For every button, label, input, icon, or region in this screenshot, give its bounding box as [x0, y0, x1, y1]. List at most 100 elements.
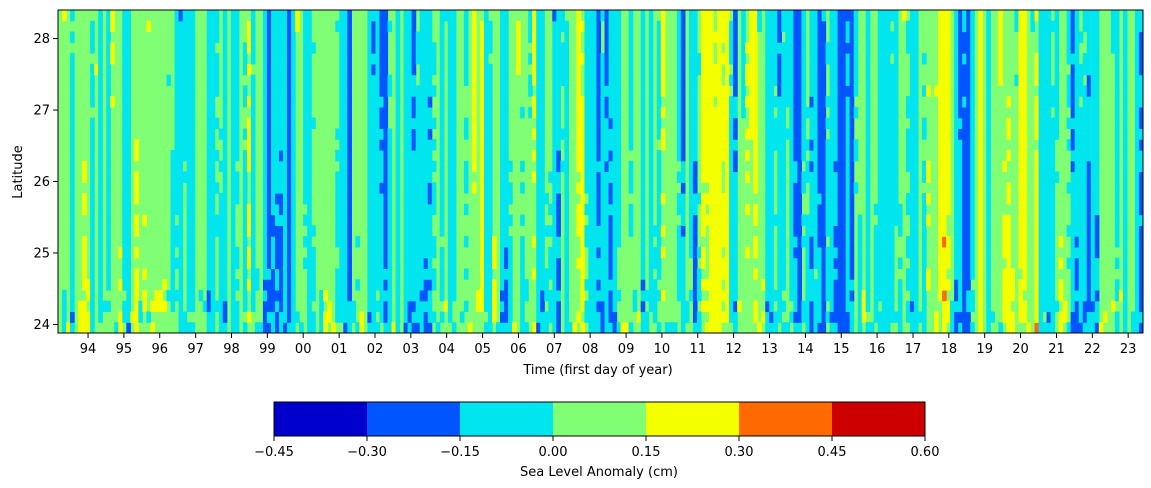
colorbar-segment	[832, 402, 925, 436]
heatmap-cell	[713, 117, 718, 130]
heatmap-cell	[942, 149, 947, 162]
heatmap-cell	[540, 106, 545, 119]
heatmap-cell	[837, 31, 843, 43]
heatmap-cell	[612, 236, 618, 248]
heatmap-cell	[431, 311, 437, 323]
heatmap-cell	[1114, 257, 1120, 269]
heatmap-cell	[419, 311, 425, 323]
heatmap-cell	[958, 225, 963, 237]
heatmap-cell	[307, 171, 312, 183]
heatmap-cell	[1038, 139, 1044, 151]
heatmap-cell	[813, 322, 819, 333]
heatmap-cell	[966, 257, 971, 269]
heatmap-cell	[865, 139, 871, 151]
heatmap-cell	[411, 10, 417, 22]
heatmap-cell	[713, 246, 718, 259]
heatmap-cell	[419, 117, 425, 130]
heatmap-cell	[596, 106, 602, 119]
heatmap-cell	[283, 257, 288, 269]
heatmap-cell	[90, 246, 95, 259]
heatmap-cell	[789, 42, 794, 54]
heatmap-cell	[471, 31, 477, 43]
heatmap-cell	[717, 96, 722, 108]
heatmap-cell	[335, 193, 340, 205]
heatmap-cell	[709, 20, 714, 33]
heatmap-cell	[1138, 300, 1143, 313]
heatmap-cell	[797, 203, 803, 216]
heatmap-cell	[789, 236, 794, 248]
heatmap-cell	[616, 149, 622, 162]
heatmap-cell	[291, 139, 296, 151]
heatmap-cell	[962, 225, 967, 237]
heatmap-cell	[407, 96, 413, 108]
heatmap-cell	[877, 182, 883, 194]
heatmap-cell	[729, 160, 734, 173]
heatmap-cell	[1006, 214, 1011, 226]
heatmap-cell	[1070, 42, 1076, 54]
heatmap-cell	[913, 160, 919, 173]
heatmap-cell	[938, 171, 943, 183]
heatmap-cell	[733, 74, 738, 86]
heatmap-cell	[552, 279, 557, 291]
heatmap-cell	[680, 42, 686, 54]
heatmap-cell	[656, 322, 662, 333]
heatmap-cell	[741, 74, 746, 86]
heatmap-cell	[958, 257, 963, 269]
heatmap-cell	[765, 203, 770, 216]
heatmap-cell	[692, 257, 698, 269]
heatmap-cell	[733, 149, 738, 162]
heatmap-cell	[307, 257, 312, 269]
heatmap-cell	[721, 225, 726, 237]
heatmap-cell	[250, 74, 256, 86]
heatmap-cell	[865, 128, 871, 140]
heatmap-cell	[576, 160, 582, 173]
heatmap-cell	[500, 289, 505, 302]
heatmap-cell	[700, 74, 706, 86]
heatmap-cell	[483, 257, 489, 269]
heatmap-cell	[222, 300, 228, 313]
heatmap-cell	[821, 96, 827, 108]
heatmap-cell	[769, 96, 774, 108]
heatmap-cell	[1058, 289, 1064, 302]
heatmap-cell	[616, 53, 622, 65]
heatmap-cell	[359, 311, 365, 323]
heatmap-cell	[857, 289, 863, 302]
heatmap-cell	[343, 10, 348, 22]
heatmap-cell	[339, 300, 344, 313]
heatmap-cell	[837, 182, 843, 194]
heatmap-cell	[487, 257, 493, 269]
heatmap-cell	[552, 246, 557, 259]
heatmap-cell	[419, 203, 425, 216]
heatmap-cell	[741, 42, 746, 54]
heatmap-cell	[230, 257, 236, 269]
heatmap-cell	[279, 96, 284, 108]
heatmap-cell	[190, 139, 196, 151]
heatmap-cell	[1018, 300, 1024, 313]
heatmap-cell	[825, 257, 831, 269]
heatmap-cell	[873, 268, 879, 280]
heatmap-cell	[295, 10, 300, 22]
heatmap-cell	[829, 171, 835, 183]
heatmap-cell	[865, 182, 871, 194]
heatmap-cell	[266, 128, 272, 140]
heatmap-cell	[1034, 268, 1040, 280]
heatmap-cell	[954, 106, 959, 119]
heatmap-cell	[210, 279, 216, 291]
heatmap-cell	[612, 106, 618, 119]
heatmap-cell	[540, 10, 545, 22]
heatmap-cell	[234, 279, 240, 291]
heatmap-cell	[1086, 225, 1092, 237]
heatmap-cell	[797, 160, 803, 173]
heatmap-cell	[793, 246, 799, 259]
heatmap-cell	[962, 96, 967, 108]
heatmap-cell	[946, 74, 951, 86]
heatmap-cell	[90, 31, 95, 43]
heatmap-cell	[275, 182, 280, 194]
heatmap-cell	[1114, 139, 1120, 151]
heatmap-cell	[946, 85, 951, 97]
heatmap-cell	[439, 257, 445, 269]
heatmap-cell	[1038, 20, 1044, 33]
heatmap-cell	[725, 257, 730, 269]
heatmap-cell	[323, 311, 328, 323]
heatmap-cell	[889, 96, 895, 108]
